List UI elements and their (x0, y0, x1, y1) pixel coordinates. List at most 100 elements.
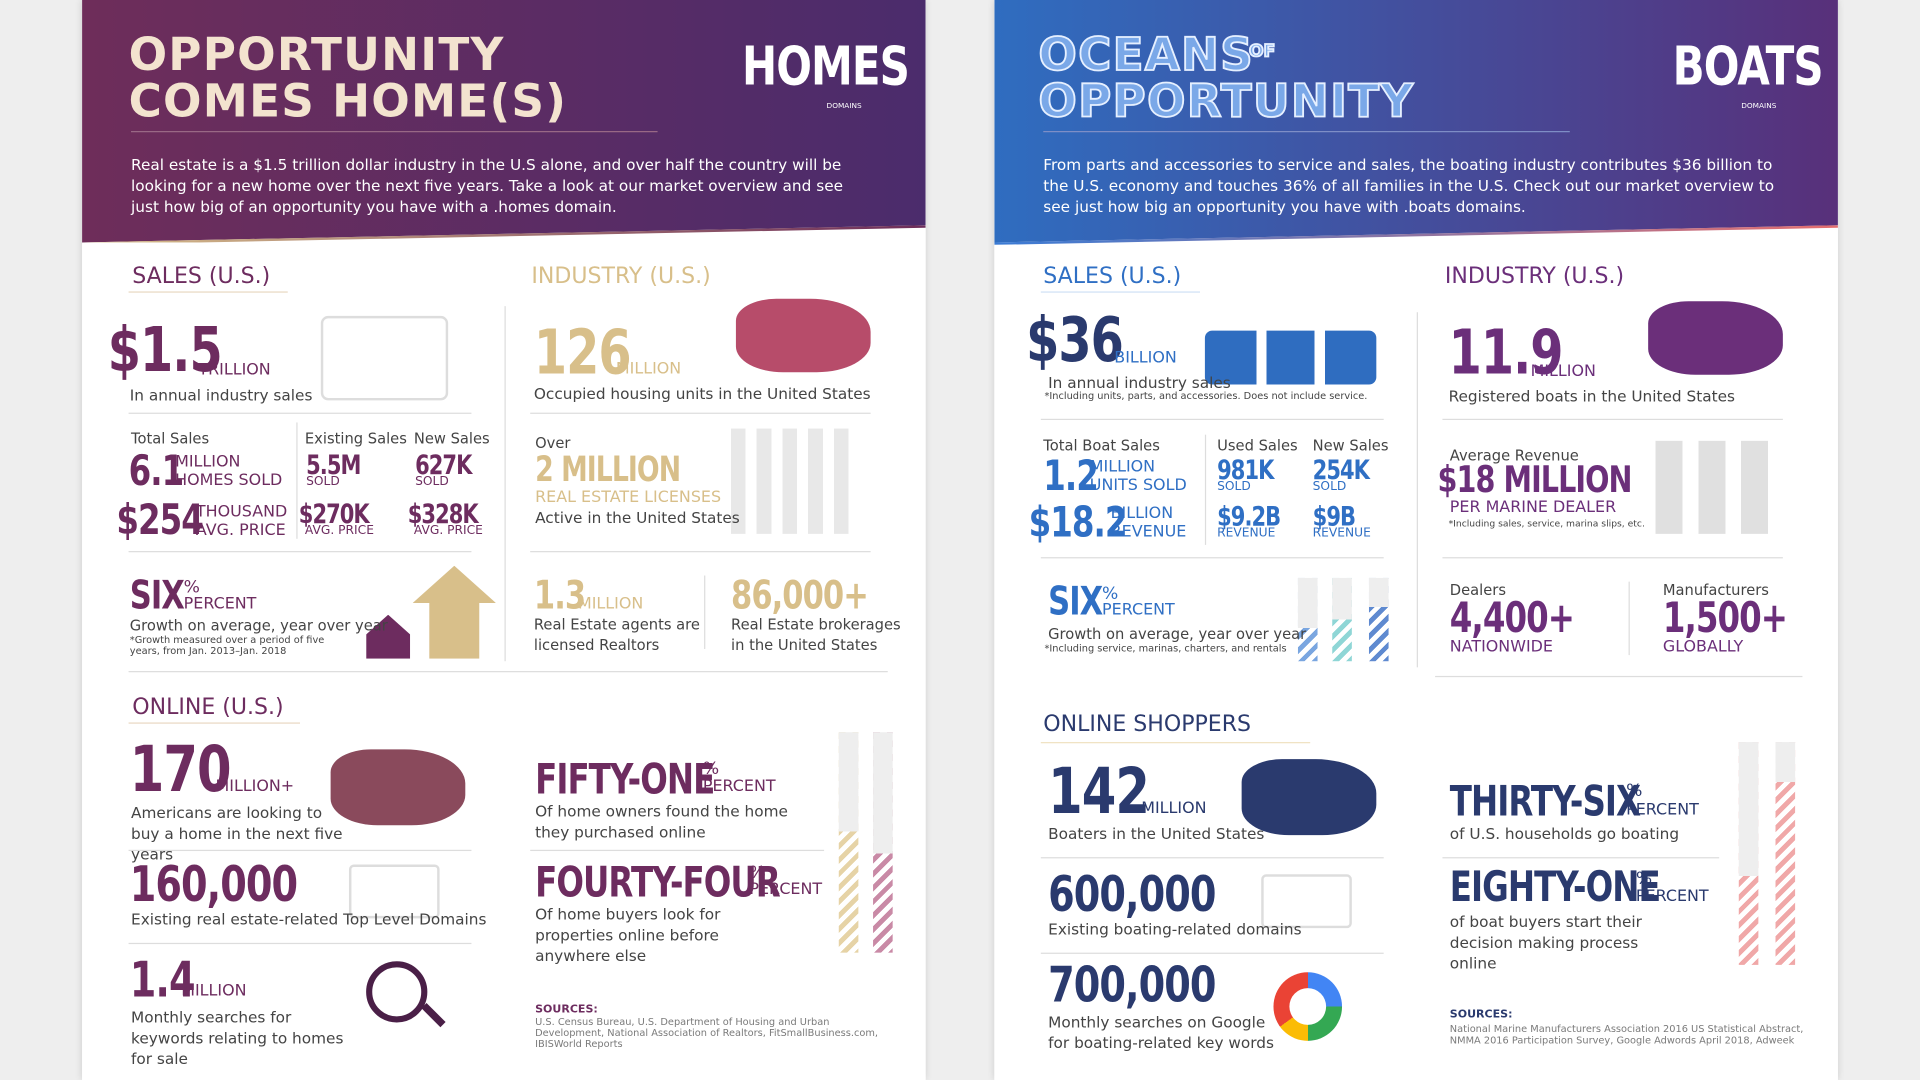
divider (131, 131, 658, 133)
agents-caption: Real Estate agents are licensed Realtors (533, 615, 700, 654)
title: OPPORTUNITY (128, 28, 505, 81)
progress-bar (1738, 742, 1759, 965)
progress-bar (1368, 577, 1389, 662)
boaters-caption: Boaters in the United States (1048, 824, 1265, 843)
divider (1442, 418, 1783, 421)
sources: U.S. Census Bureau, U.S. Department of H… (535, 1016, 879, 1050)
total-sales-label: Total Boat Sales (1043, 437, 1160, 455)
brokerages-value: 86,000+ (731, 571, 869, 619)
boats-header (994, 0, 1838, 243)
online-heading: ONLINE SHOPPERS (1043, 711, 1252, 738)
searches-unit: MILLION (181, 982, 247, 1001)
divider (530, 849, 825, 852)
searches-caption: Monthly searches on Google for boating-r… (1048, 1012, 1275, 1052)
google-icon (1273, 972, 1343, 1041)
new-label: New Sales (413, 429, 490, 447)
total-sales-price: $18.2 (1028, 498, 1128, 548)
decision-unit: PERCENT (1635, 887, 1709, 907)
brand-sub: DOMAINS (1741, 101, 1777, 111)
magnifier-icon (366, 961, 428, 1023)
dealers-label: Dealers (1449, 581, 1506, 599)
decision-pct: % (1635, 869, 1653, 889)
existing-label: Existing Sales (304, 429, 407, 447)
sales-heading: SALES (U.S.) (1043, 263, 1182, 289)
divider (128, 551, 472, 553)
growth-value: SIX (1048, 577, 1103, 625)
license-icons (731, 428, 859, 534)
growth-unit: PERCENT (183, 595, 257, 614)
found-online-caption: Of home owners found the home they purch… (535, 802, 788, 842)
new-price: $9B (1312, 502, 1356, 533)
revenue-unit: PER MARINE DEALER (1449, 498, 1617, 517)
households-unit: PERCENT (1626, 800, 1699, 820)
brand-sub: DOMAINS (826, 101, 862, 111)
title: OPPORTUNITY (1037, 74, 1415, 128)
divider (1435, 675, 1803, 678)
searches-value: 1.4 (129, 952, 196, 1009)
total-sales-units-label: HOMES SOLD (175, 471, 283, 490)
housing-value: 126 (533, 317, 632, 389)
licenses-pre: Over (535, 434, 571, 452)
look-online-unit: PERCENT (749, 880, 823, 899)
new-label: New Sales (1312, 437, 1389, 455)
growth-value: SIX (129, 571, 185, 619)
total-sales-units-label: UNITS SOLD (1089, 476, 1187, 495)
new-price-label: REVENUE (1312, 526, 1371, 541)
sources: National Marine Manufacturers Associatio… (1449, 1023, 1804, 1046)
domains-caption: Existing real estate-related Top Level D… (131, 909, 487, 929)
existing-price-label: AVG. PRICE (304, 524, 374, 538)
growth-note: *Growth measured over a period of five y… (129, 634, 325, 657)
found-online-unit: PERCENT (702, 777, 776, 796)
intro: From parts and accessories to service an… (1043, 155, 1775, 216)
title: OCEANS (1037, 28, 1255, 81)
look-online-pct: % (749, 863, 766, 883)
boats-value: 11.9 (1448, 317, 1564, 389)
total-sales-units: 1.2 (1043, 451, 1099, 501)
revenue-label: Average Revenue (1449, 446, 1579, 465)
households-caption: of U.S. households go boating (1449, 824, 1680, 843)
revenue-note: *Including sales, service, marina slips,… (1448, 517, 1645, 529)
households-pct: % (1626, 781, 1643, 801)
progress-bar (873, 732, 893, 953)
domains-value: 160,000 (129, 857, 298, 914)
agents-unit: MILLION (577, 595, 644, 614)
found-online-pct: % (702, 759, 720, 779)
domains-value: 600,000 (1048, 866, 1216, 924)
sales-total-unit: TRILLION (198, 361, 271, 380)
homes-panel (82, 0, 926, 1080)
licenses-unit: REAL ESTATE LICENSES (535, 488, 722, 507)
decision-value: EIGHTY-ONE (1449, 863, 1661, 913)
money-icons (1655, 440, 1769, 534)
us-map (330, 749, 466, 826)
house-icon (412, 565, 496, 659)
used-label: Used Sales (1217, 437, 1298, 455)
used-price-label: REVENUE (1217, 526, 1276, 541)
growth-unit: PERCENT (1102, 601, 1175, 620)
brand: HOMES (742, 35, 910, 98)
divider (1442, 557, 1783, 559)
found-online-value: FIFTY-ONE (535, 755, 715, 805)
divider (1040, 557, 1384, 559)
divider (1040, 857, 1384, 859)
sales-total-note: *Including units, parts, and accessories… (1044, 390, 1368, 402)
magnifier-icon (421, 1002, 446, 1028)
boaters-value: 142 (1048, 755, 1150, 829)
divider (1040, 742, 1311, 744)
divider (530, 551, 871, 553)
domains-caption: Existing boating-related domains (1048, 919, 1302, 938)
intro: Real estate is a $1.5 trillion dollar in… (131, 155, 844, 216)
new-price: $328K (407, 499, 479, 531)
searches-value: 700,000 (1048, 957, 1216, 1014)
divider (296, 422, 298, 539)
boat-gear-icons (1204, 330, 1377, 385)
total-sales-price-label: REVENUE (1110, 522, 1187, 542)
homes-header (82, 0, 926, 243)
total-sales-price-label: BILLION (1110, 504, 1174, 523)
used-units: 981K (1217, 455, 1274, 487)
new-units: 254K (1312, 455, 1370, 487)
divider (504, 306, 506, 662)
sales-total-unit: BILLION (1114, 348, 1177, 368)
growth-caption: Growth on average, year over year (1048, 625, 1307, 643)
manufacturers-value: 1,500+ (1662, 593, 1788, 643)
